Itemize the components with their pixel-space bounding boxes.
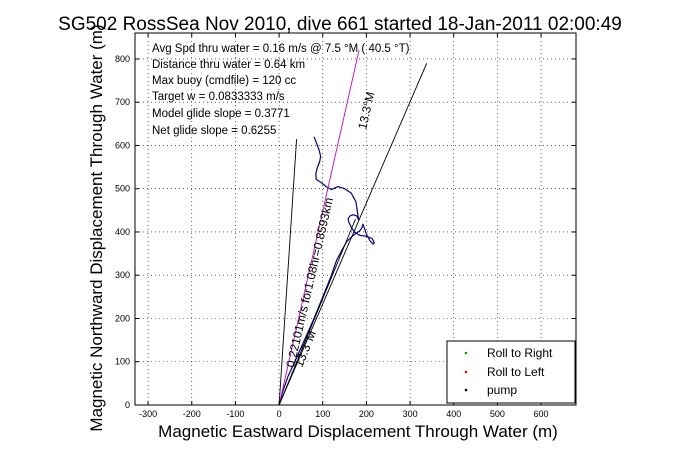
y-tick-label: 400 [115, 227, 130, 237]
x-tick-label: 500 [490, 409, 505, 419]
x-tick-label: -200 [183, 409, 201, 419]
course-angle-label: 13.3°M [355, 90, 377, 130]
x-tick-label: 100 [315, 409, 330, 419]
x-tick-label: 600 [534, 409, 549, 419]
heading-line-series [278, 50, 360, 406]
x-tick-label: -100 [226, 409, 244, 419]
x-tick-label: 400 [446, 409, 461, 419]
y-tick-label: 0 [125, 400, 130, 410]
y-tick-label: 200 [115, 313, 130, 323]
info-box: Avg Spd thru water = 0.16 m/s @ 7.5 °M (… [152, 43, 410, 137]
legend-label-pump: pump [487, 383, 517, 397]
y-tick-label: 700 [115, 97, 130, 107]
legend-marker-roll-left [464, 370, 468, 374]
info-line-max-buoy: Max buoy (cmdfile) = 120 cc [152, 75, 296, 87]
legend-label-roll-left: Roll to Left [487, 365, 545, 379]
y-tick-label: 800 [115, 54, 130, 64]
legend-label-roll-right: Roll to Right [487, 346, 553, 360]
legend-box [446, 340, 576, 404]
tick-marks: -300 -200 -100 0 100 200 300 400 500 600 0 100 200 30… [115, 33, 576, 419]
legend-marker-roll-right [464, 351, 468, 355]
info-line-target-w: Target w = 0.0833333 m/s [152, 91, 285, 103]
axes-frame [134, 32, 577, 406]
x-tick-label: 200 [359, 409, 374, 419]
info-line-model-glide: Model glide slope = 0.3771 [152, 108, 290, 120]
course-line-series [278, 63, 428, 406]
info-line-distance: Distance thru water = 0.64 km [152, 59, 305, 71]
legend-marker-pump [464, 388, 468, 392]
x-tick-label: 300 [403, 409, 418, 419]
x-tick-label: 0 [277, 409, 282, 419]
x-axis-label: Magnetic Eastward Displacement Through W… [158, 422, 558, 441]
x-tick-label: -300 [139, 409, 157, 419]
legend: Roll to Right Roll to Left pump [446, 340, 576, 404]
info-line-net-glide: Net glide slope = 0.6255 [152, 125, 276, 137]
chart-title: SG502 RossSea Nov 2010, dive 661 started… [58, 14, 622, 35]
y-tick-label: 100 [115, 357, 130, 367]
y-tick-label: 300 [115, 270, 130, 280]
y-tick-label: 500 [115, 184, 130, 194]
series-lines [278, 50, 428, 406]
glide-line-series [278, 218, 356, 406]
track-series [278, 136, 375, 406]
info-line-speed: Avg Spd thru water = 0.16 m/s @ 7.5 °M (… [152, 43, 410, 55]
y-tick-label: 600 [115, 140, 130, 150]
current-line-series [278, 138, 298, 406]
y-axis-label: Magnetic Northward Displacement Through … [87, 24, 106, 431]
